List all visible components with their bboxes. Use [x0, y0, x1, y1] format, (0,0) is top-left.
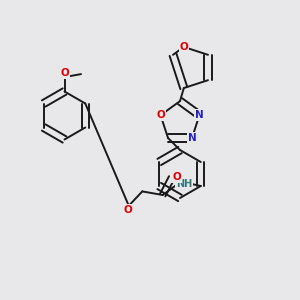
Text: O: O	[156, 110, 165, 120]
Text: N: N	[188, 133, 196, 143]
Text: NH: NH	[176, 178, 192, 189]
Text: O: O	[60, 68, 69, 78]
Text: N: N	[195, 110, 204, 120]
Text: O: O	[172, 172, 181, 182]
Text: O: O	[179, 42, 188, 52]
Text: O: O	[124, 205, 133, 215]
